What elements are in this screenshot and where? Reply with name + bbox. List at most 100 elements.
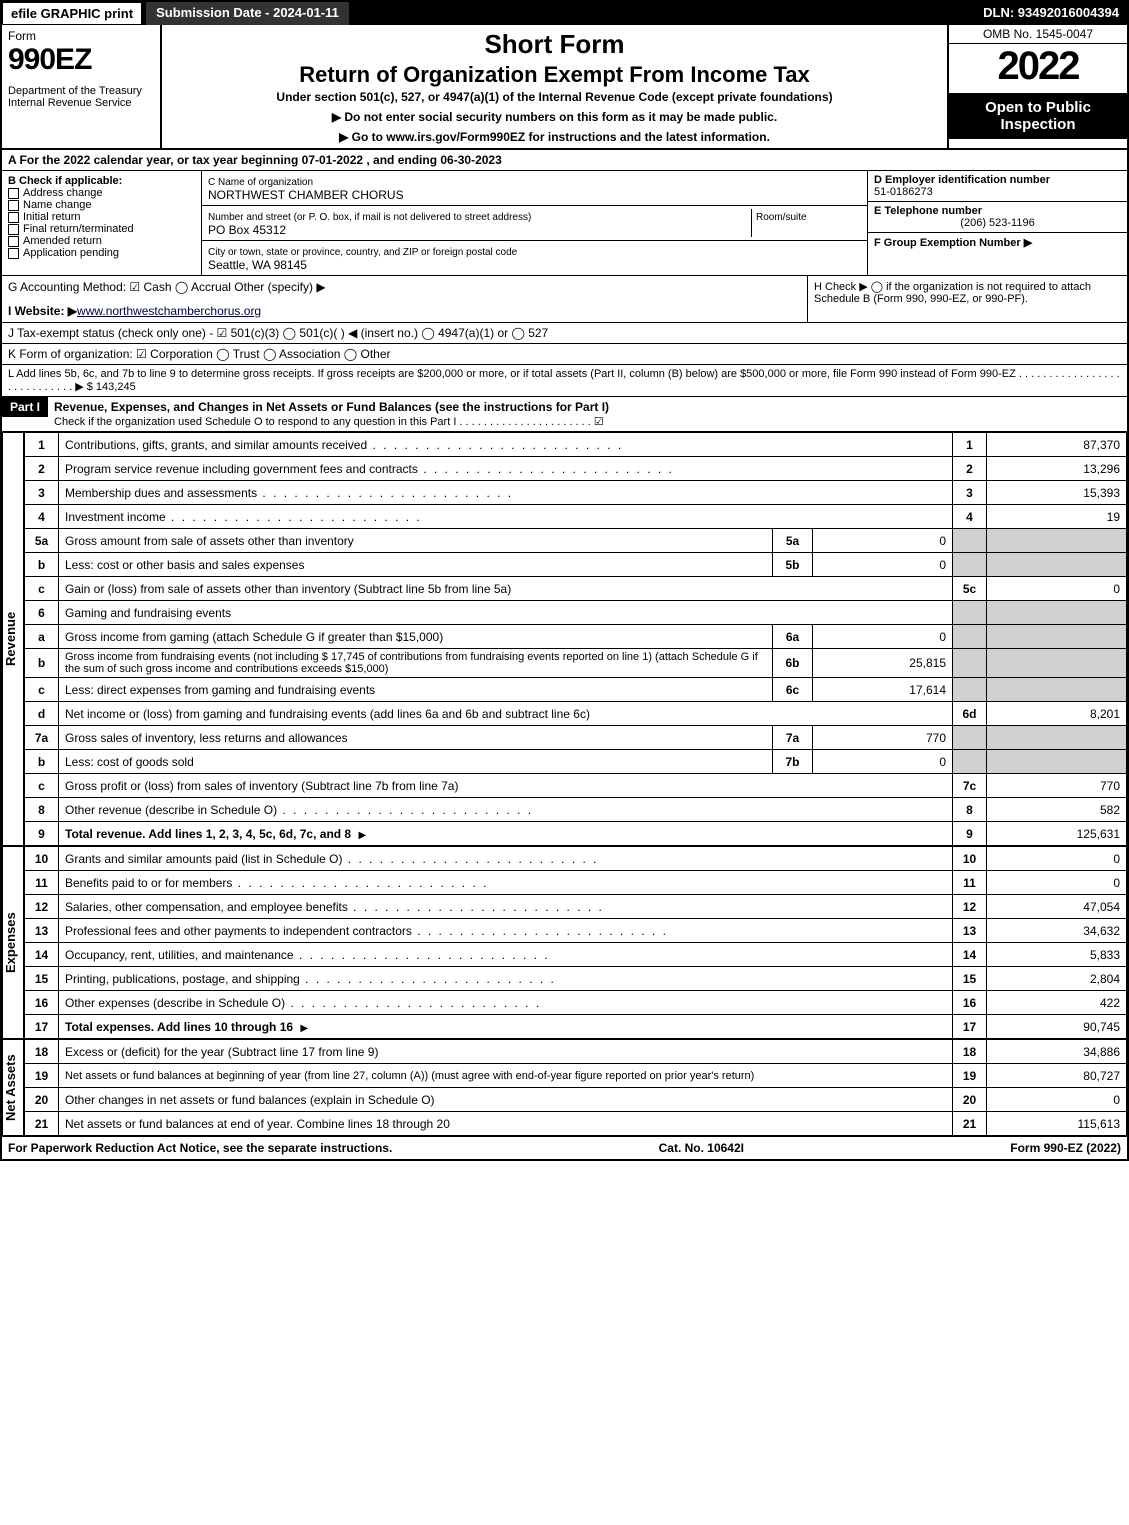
- e-label: E Telephone number: [874, 205, 982, 217]
- opt-app-pending: Application pending: [23, 247, 119, 259]
- submission-date: Submission Date - 2024-01-11: [146, 2, 349, 25]
- d5c: Gain or (loss) from sale of assets other…: [59, 577, 953, 601]
- form-label: Form: [8, 29, 154, 43]
- note-ssn: ▶ Do not enter social security numbers o…: [170, 110, 939, 124]
- n11: 11: [25, 871, 59, 895]
- n14: 14: [25, 943, 59, 967]
- ln7c: 7c: [953, 774, 987, 798]
- opt-final-return: Final return/terminated: [23, 223, 134, 235]
- n8: 8: [25, 798, 59, 822]
- website-link[interactable]: www.northwestchamberchorus.org: [77, 304, 261, 318]
- n6a: a: [25, 625, 59, 649]
- sh5a: [953, 529, 987, 553]
- n6: 6: [25, 601, 59, 625]
- form-990ez: efile GRAPHIC print Submission Date - 20…: [0, 0, 1129, 1161]
- v13: 34,632: [987, 919, 1127, 943]
- chk-initial-return[interactable]: [8, 212, 19, 223]
- v2: 13,296: [987, 457, 1127, 481]
- sn6c: 6c: [773, 678, 813, 702]
- line-g: G Accounting Method: ☑ Cash ◯ Accrual Ot…: [8, 280, 801, 294]
- d5a: Gross amount from sale of assets other t…: [59, 529, 773, 553]
- d14: Occupancy, rent, utilities, and maintena…: [59, 943, 953, 967]
- ln17: 17: [953, 1015, 987, 1039]
- d11: Benefits paid to or for members: [59, 871, 953, 895]
- d8: Other revenue (describe in Schedule O): [59, 798, 953, 822]
- ln2: 2: [953, 457, 987, 481]
- title-return: Return of Organization Exempt From Incom…: [170, 62, 939, 88]
- dln: DLN: 93492016004394: [975, 2, 1127, 25]
- v17: 90,745: [987, 1015, 1127, 1039]
- chk-amended[interactable]: [8, 236, 19, 247]
- part1-header: Part I Revenue, Expenses, and Changes in…: [2, 397, 1127, 432]
- footer-left: For Paperwork Reduction Act Notice, see …: [8, 1141, 392, 1155]
- tax-year: 2022: [949, 44, 1127, 89]
- d7c: Gross profit or (loss) from sales of inv…: [59, 774, 953, 798]
- note-website: ▶ Go to www.irs.gov/Form990EZ for instru…: [170, 130, 939, 144]
- sv7a: 770: [813, 726, 953, 750]
- line-j: J Tax-exempt status (check only one) - ☑…: [2, 323, 1127, 344]
- chk-address-change[interactable]: [8, 188, 19, 199]
- ln11: 11: [953, 871, 987, 895]
- d12: Salaries, other compensation, and employ…: [59, 895, 953, 919]
- d17b: Total expenses. Add lines 10 through 16: [65, 1020, 293, 1034]
- d6d: Net income or (loss) from gaming and fun…: [59, 702, 953, 726]
- ln5c: 5c: [953, 577, 987, 601]
- ln16: 16: [953, 991, 987, 1015]
- sh6c: [953, 678, 987, 702]
- org-city: Seattle, WA 98145: [208, 258, 307, 272]
- sv5b: 0: [813, 553, 953, 577]
- d7b: Less: cost of goods sold: [59, 750, 773, 774]
- expenses-sidelabel: Expenses: [2, 846, 24, 1039]
- revenue-section: Revenue 1Contributions, gifts, grants, a…: [2, 432, 1127, 846]
- ln13: 13: [953, 919, 987, 943]
- n2: 2: [25, 457, 59, 481]
- chk-final-return[interactable]: [8, 224, 19, 235]
- v14: 5,833: [987, 943, 1127, 967]
- block-gh: G Accounting Method: ☑ Cash ◯ Accrual Ot…: [2, 276, 1127, 323]
- arrow9: [354, 827, 370, 841]
- n7a: 7a: [25, 726, 59, 750]
- sha6c: [987, 678, 1127, 702]
- ln15: 15: [953, 967, 987, 991]
- d13: Professional fees and other payments to …: [59, 919, 953, 943]
- d6c: Less: direct expenses from gaming and fu…: [59, 678, 773, 702]
- n5b: b: [25, 553, 59, 577]
- f-label: F Group Exemption Number ▶: [874, 237, 1032, 249]
- ln18: 18: [953, 1040, 987, 1064]
- sv6a: 0: [813, 625, 953, 649]
- n17: 17: [25, 1015, 59, 1039]
- n10: 10: [25, 847, 59, 871]
- sv7b: 0: [813, 750, 953, 774]
- v3: 15,393: [987, 481, 1127, 505]
- arrow17: [296, 1020, 312, 1034]
- v6d: 8,201: [987, 702, 1127, 726]
- org-address: PO Box 45312: [208, 223, 286, 237]
- ln12: 12: [953, 895, 987, 919]
- efile-print-button[interactable]: efile GRAPHIC print: [2, 2, 142, 25]
- opt-initial-return: Initial return: [23, 211, 80, 223]
- sha7b: [987, 750, 1127, 774]
- col-b: B Check if applicable: Address change Na…: [2, 171, 202, 275]
- d18: Excess or (deficit) for the year (Subtra…: [59, 1040, 953, 1064]
- n3: 3: [25, 481, 59, 505]
- v1: 87,370: [987, 433, 1127, 457]
- d3: Membership dues and assessments: [59, 481, 953, 505]
- ln10: 10: [953, 847, 987, 871]
- org-name: NORTHWEST CHAMBER CHORUS: [208, 188, 404, 202]
- d7a: Gross sales of inventory, less returns a…: [59, 726, 773, 750]
- v20: 0: [987, 1088, 1127, 1112]
- ln19: 19: [953, 1064, 987, 1088]
- d16: Other expenses (describe in Schedule O): [59, 991, 953, 1015]
- chk-name-change[interactable]: [8, 200, 19, 211]
- opt-name-change: Name change: [23, 199, 92, 211]
- chk-app-pending[interactable]: [8, 248, 19, 259]
- ln6d: 6d: [953, 702, 987, 726]
- n19: 19: [25, 1064, 59, 1088]
- sh6: [953, 601, 987, 625]
- d4: Investment income: [59, 505, 953, 529]
- line-k: K Form of organization: ☑ Corporation ◯ …: [2, 344, 1127, 365]
- netassets-section: Net Assets 18Excess or (deficit) for the…: [2, 1039, 1127, 1136]
- v11: 0: [987, 871, 1127, 895]
- subtitle: Under section 501(c), 527, or 4947(a)(1)…: [170, 90, 939, 104]
- v10: 0: [987, 847, 1127, 871]
